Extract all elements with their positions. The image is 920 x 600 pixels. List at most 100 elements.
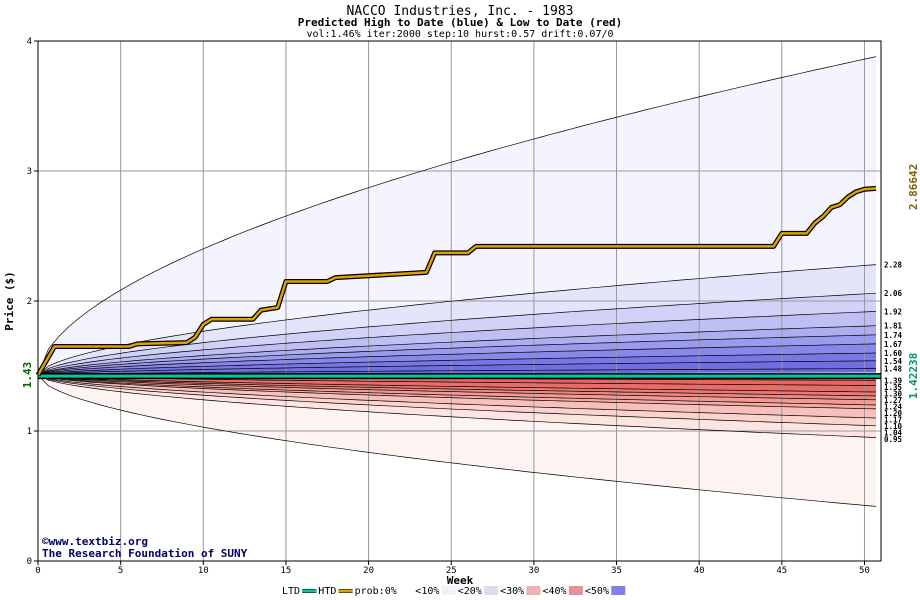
lower-contour-4 bbox=[37, 374, 877, 410]
legend-swatch-4 bbox=[484, 586, 499, 595]
lower-level-label-5: 1.20 bbox=[884, 409, 903, 418]
x-tick-label-0: 0 bbox=[35, 566, 40, 576]
level-labels: 2.28 2.06 1.92 1.811.741.671.601.541.48 1.39… bbox=[884, 261, 903, 444]
upper-contour-9 bbox=[37, 368, 876, 376]
lower-contour-8 bbox=[37, 374, 877, 393]
chart-params: vol:1.46% iter:2000 step:10 hurst:0.57 d… bbox=[306, 29, 613, 40]
credit-website: ©www.textbiz.org bbox=[42, 535, 148, 548]
y-tick-label-2: 2 bbox=[27, 297, 32, 307]
legend-label-1: HTD bbox=[318, 586, 336, 597]
legend-label-2: prob:0% bbox=[355, 586, 397, 597]
x-tick-label-35: 35 bbox=[611, 566, 622, 576]
lower-level-label-4: 1.24 bbox=[884, 402, 903, 411]
legend-line-0 bbox=[302, 589, 317, 593]
htd-end-label: 2.86642 bbox=[907, 164, 920, 210]
lower-level-label-7: 1.10 bbox=[884, 422, 903, 431]
lower-band-6 bbox=[38, 375, 876, 400]
htd-line bbox=[36, 187, 877, 376]
upper-band-6 bbox=[38, 343, 876, 376]
y-tick-label-4: 4 bbox=[27, 37, 32, 47]
legend-swatch-7 bbox=[611, 586, 626, 595]
lower-band-5 bbox=[38, 375, 876, 405]
upper-level-label-8: 1.48 bbox=[884, 365, 903, 374]
x-tick-label-50: 50 bbox=[859, 566, 870, 576]
legend-swatch-6 bbox=[568, 586, 583, 595]
chart-subtitle: Predicted High to Date (blue) & Low to D… bbox=[298, 16, 623, 29]
y-tick-label-3: 3 bbox=[27, 167, 32, 177]
upper-level-label-5: 1.67 bbox=[884, 340, 902, 349]
credit-foundation: The Research Foundation of SUNY bbox=[42, 547, 248, 560]
lower-band-4 bbox=[38, 375, 876, 409]
upper-band-2 bbox=[38, 293, 876, 376]
lower-level-label-0: 1.39 bbox=[884, 376, 903, 385]
lower-contour-6 bbox=[37, 374, 877, 401]
series-lines bbox=[35, 185, 881, 380]
legend: LTD HTD prob:0% <10% <20% <30% <40% <50% bbox=[282, 586, 626, 597]
legend-label-0: LTD bbox=[282, 586, 300, 597]
x-tick-label-45: 45 bbox=[776, 566, 787, 576]
lower-level-label-2: 1.30 bbox=[884, 389, 903, 398]
axis-ticks: 0 5 10 15 20 25 30 35 40 45 50 0 1 2 3 4 bbox=[27, 37, 870, 576]
y-tick-label-1: 1 bbox=[27, 427, 32, 437]
upper-band-8 bbox=[38, 360, 876, 376]
lower-contour-3 bbox=[37, 374, 877, 419]
chart-title: NACCO Industries, Inc. - 1983 bbox=[347, 4, 574, 19]
upper-band-7 bbox=[38, 353, 876, 376]
lower-band-8 bbox=[38, 375, 876, 392]
upper-contour-4 bbox=[37, 325, 877, 376]
upper-level-label-4: 1.74 bbox=[884, 331, 903, 340]
legend-label-4: <20% bbox=[458, 586, 482, 597]
upper-level-label-0: 2.28 bbox=[884, 261, 903, 270]
lower-level-label-1: 1.35 bbox=[884, 383, 902, 392]
upper-contour-1 bbox=[37, 264, 877, 376]
lower-level-label-8: 1.04 bbox=[884, 428, 903, 437]
x-tick-label-5: 5 bbox=[118, 566, 123, 576]
lower-contour-7 bbox=[37, 374, 877, 397]
upper-level-label-2: 1.92 bbox=[884, 307, 902, 316]
x-tick-label-15: 15 bbox=[281, 566, 292, 576]
upper-band-0 bbox=[38, 56, 876, 376]
upper-contour-0 bbox=[37, 56, 877, 376]
lower-band-7 bbox=[38, 375, 876, 396]
upper-contour-8 bbox=[37, 360, 877, 376]
legend-swatch-5 bbox=[526, 586, 541, 595]
legend-label-3: <10% bbox=[415, 586, 439, 597]
lower-contour-1 bbox=[37, 374, 877, 438]
start-price-label: 1.43 bbox=[21, 362, 34, 389]
legend-label-6: <40% bbox=[543, 586, 567, 597]
probability-bands bbox=[38, 56, 876, 507]
lower-band-3 bbox=[38, 375, 876, 418]
legend-swatch-2 bbox=[399, 586, 414, 595]
y-tick-label-0: 0 bbox=[27, 557, 32, 567]
lower-contour-0 bbox=[37, 374, 877, 507]
upper-band-4 bbox=[38, 325, 876, 376]
upper-contour-7 bbox=[37, 352, 877, 376]
upper-contour-6 bbox=[37, 343, 877, 376]
lower-level-label-9: 0.95 bbox=[884, 435, 902, 444]
upper-level-label-1: 2.06 bbox=[884, 289, 903, 298]
lower-band-2 bbox=[38, 375, 876, 426]
upper-band-5 bbox=[38, 334, 876, 376]
x-tick-label-25: 25 bbox=[446, 566, 457, 576]
lower-level-label-3: 1.27 bbox=[884, 396, 902, 405]
legend-label-5: <30% bbox=[500, 586, 524, 597]
lower-contour-2 bbox=[37, 374, 877, 427]
upper-contour-2 bbox=[37, 292, 877, 376]
legend-line-1 bbox=[338, 589, 353, 593]
legend-label-7: <50% bbox=[585, 586, 609, 597]
upper-band-3 bbox=[38, 311, 876, 376]
lower-band-1 bbox=[38, 375, 876, 438]
upper-level-label-6: 1.60 bbox=[884, 349, 903, 358]
legend-swatch-3 bbox=[441, 586, 456, 595]
x-tick-label-10: 10 bbox=[198, 566, 209, 576]
x-axis-label: Week bbox=[447, 574, 474, 587]
x-tick-label-30: 30 bbox=[528, 566, 539, 576]
lower-contour-5 bbox=[37, 374, 877, 406]
upper-contour-3 bbox=[37, 311, 877, 376]
lower-band-0 bbox=[38, 375, 876, 507]
upper-contour-5 bbox=[37, 334, 877, 376]
upper-level-label-7: 1.54 bbox=[884, 357, 903, 366]
ltd-end-label: 1.42238 bbox=[907, 353, 920, 399]
y-axis-label: Price ($) bbox=[3, 271, 16, 331]
